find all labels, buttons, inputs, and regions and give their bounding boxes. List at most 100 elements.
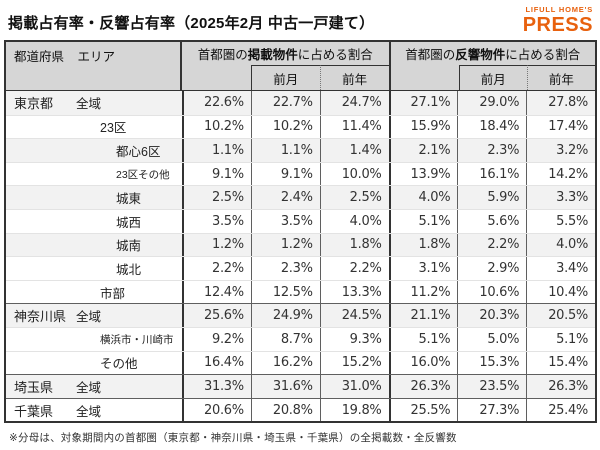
row-label-cell: その他 — [6, 352, 182, 375]
value-cell: 12.4% — [182, 280, 251, 304]
prefecture-column-header: 都道府県 — [14, 50, 65, 64]
table-row: 都心6区 1.1% 1.1% 1.4% 2.1% 2.3% 3.2% — [6, 138, 595, 162]
response-current-subheader — [391, 65, 459, 90]
value-cell: 16.1% — [457, 162, 526, 186]
table-row: 横浜市・川崎市 9.2% 8.7% 9.3% 5.1% 5.0% 5.1% — [6, 326, 595, 351]
row-label-cell: 23区その他 — [6, 163, 182, 186]
value-cell: 16.0% — [388, 351, 458, 375]
value-cell: 15.2% — [319, 351, 389, 375]
value-cell: 2.9% — [457, 257, 526, 280]
value-cell: 10.2% — [182, 115, 251, 139]
area-label: 城南 — [116, 239, 142, 254]
value-cell: 5.6% — [457, 209, 526, 233]
value-cell: 3.3% — [526, 186, 595, 209]
value-cell: 11.2% — [388, 280, 458, 304]
row-label-cell: 神奈川県 全域 — [6, 304, 182, 327]
value-cell: 10.4% — [526, 280, 595, 304]
value-cell: 2.5% — [182, 186, 251, 209]
response-title-suffix: に占める割合 — [505, 48, 581, 62]
value-cell: 2.3% — [457, 139, 526, 162]
value-cell: 19.8% — [319, 398, 389, 422]
area-label: 全域 — [76, 404, 102, 419]
area-column-header: エリア — [77, 50, 115, 64]
value-cell: 13.9% — [388, 162, 458, 186]
value-cell: 5.1% — [526, 327, 595, 351]
share-rate-table: 都道府県 エリア 首都圏の 掲載物件 に占める割合 前月 前年 首都圏の 反響物件 に占… — [4, 40, 597, 424]
row-label-cell: 都心6区 — [6, 139, 182, 162]
value-cell: 5.1% — [388, 209, 458, 233]
value-cell: 20.3% — [457, 304, 526, 327]
value-cell: 27.8% — [526, 91, 595, 115]
value-cell: 1.2% — [182, 233, 251, 257]
logo-press-text: PRESS — [522, 13, 593, 36]
value-cell: 15.3% — [457, 351, 526, 375]
value-cell: 20.8% — [250, 398, 320, 422]
area-label: 城西 — [116, 215, 142, 230]
area-label: 城北 — [116, 262, 142, 277]
value-cell: 10.0% — [319, 162, 389, 186]
value-cell: 2.1% — [388, 139, 458, 162]
top-bar: 掲載占有率・反響占有率（2025年2月 中古一戸建て） LIFULL HOME'… — [4, 6, 597, 40]
area-label: 23区その他 — [116, 168, 170, 181]
page-title: 掲載占有率・反響占有率（2025年2月 中古一戸建て） — [8, 15, 375, 32]
value-cell: 4.0% — [319, 209, 389, 233]
response-title-bold: 反響物件 — [455, 48, 506, 62]
prefecture-label: 千葉県 — [14, 403, 54, 419]
value-cell: 2.5% — [319, 186, 389, 209]
value-cell: 2.2% — [319, 257, 389, 280]
listing-prev-year-subheader: 前年 — [319, 65, 389, 90]
listing-title-prefix: 首都圏の — [197, 48, 248, 62]
value-cell: 15.9% — [388, 115, 458, 139]
value-cell: 14.2% — [526, 162, 595, 186]
listing-title-bold: 掲載物件 — [247, 48, 298, 62]
value-cell: 26.3% — [526, 375, 595, 398]
value-cell: 22.6% — [182, 91, 251, 115]
table-row: 神奈川県 全域 25.6% 24.9% 24.5% 21.1% 20.3% 20.5% — [6, 303, 595, 327]
table-header: 都道府県 エリア 首都圏の 掲載物件 に占める割合 前月 前年 首都圏の 反響物件 に占… — [6, 42, 595, 91]
value-cell: 5.5% — [526, 209, 595, 233]
response-prev-year-subheader: 前年 — [526, 65, 595, 90]
listing-title-suffix: に占める割合 — [297, 48, 373, 62]
value-cell: 1.1% — [182, 139, 251, 162]
area-label: その他 — [100, 357, 138, 372]
value-cell: 2.3% — [250, 257, 320, 280]
value-cell: 1.8% — [388, 233, 458, 257]
area-label: 城東 — [116, 192, 142, 207]
value-cell: 31.3% — [182, 375, 251, 398]
value-cell: 5.9% — [457, 186, 526, 209]
value-cell: 31.6% — [250, 375, 320, 398]
area-label: 全域 — [76, 310, 102, 325]
value-cell: 13.3% — [319, 280, 389, 304]
value-cell: 20.5% — [526, 304, 595, 327]
value-cell: 1.4% — [319, 139, 389, 162]
value-cell: 1.8% — [319, 233, 389, 257]
value-cell: 3.4% — [526, 257, 595, 280]
row-label-cell: 城東 — [6, 186, 182, 209]
value-cell: 2.2% — [182, 257, 251, 280]
value-cell: 9.3% — [319, 327, 389, 351]
value-cell: 16.4% — [182, 351, 251, 375]
value-cell: 25.5% — [388, 398, 458, 422]
row-label-cell: 城西 — [6, 210, 182, 233]
value-cell: 10.6% — [457, 280, 526, 304]
value-cell: 22.7% — [250, 91, 320, 115]
corner-header-cell: 都道府県 エリア — [6, 42, 182, 90]
value-cell: 4.0% — [388, 186, 458, 209]
value-cell: 5.0% — [457, 327, 526, 351]
row-label-cell: 市部 — [6, 281, 182, 304]
row-label-cell: 千葉県 全域 — [6, 399, 182, 422]
listing-prev-month-subheader: 前月 — [250, 65, 320, 90]
value-cell: 26.3% — [388, 375, 458, 398]
value-cell: 1.2% — [250, 233, 320, 257]
footnote: ※分母は、対象期間内の首都圏（東京都・神奈川県・埼玉県・千葉県）の全掲載数・全反… — [9, 432, 457, 445]
response-group-title: 首都圏の 反響物件 に占める割合 — [391, 42, 596, 65]
value-cell: 3.5% — [250, 209, 320, 233]
prefecture-label: 神奈川県 — [14, 309, 67, 325]
table-row: 市部 12.4% 12.5% 13.3% 11.2% 10.6% 10.4% — [6, 279, 595, 304]
area-label: 市部 — [100, 286, 126, 301]
table-row: 埼玉県 全域 31.3% 31.6% 31.0% 26.3% 23.5% 26.3% — [6, 374, 595, 398]
value-cell: 10.2% — [250, 115, 320, 139]
row-label-cell: 城南 — [6, 234, 182, 257]
value-cell: 2.4% — [250, 186, 320, 209]
